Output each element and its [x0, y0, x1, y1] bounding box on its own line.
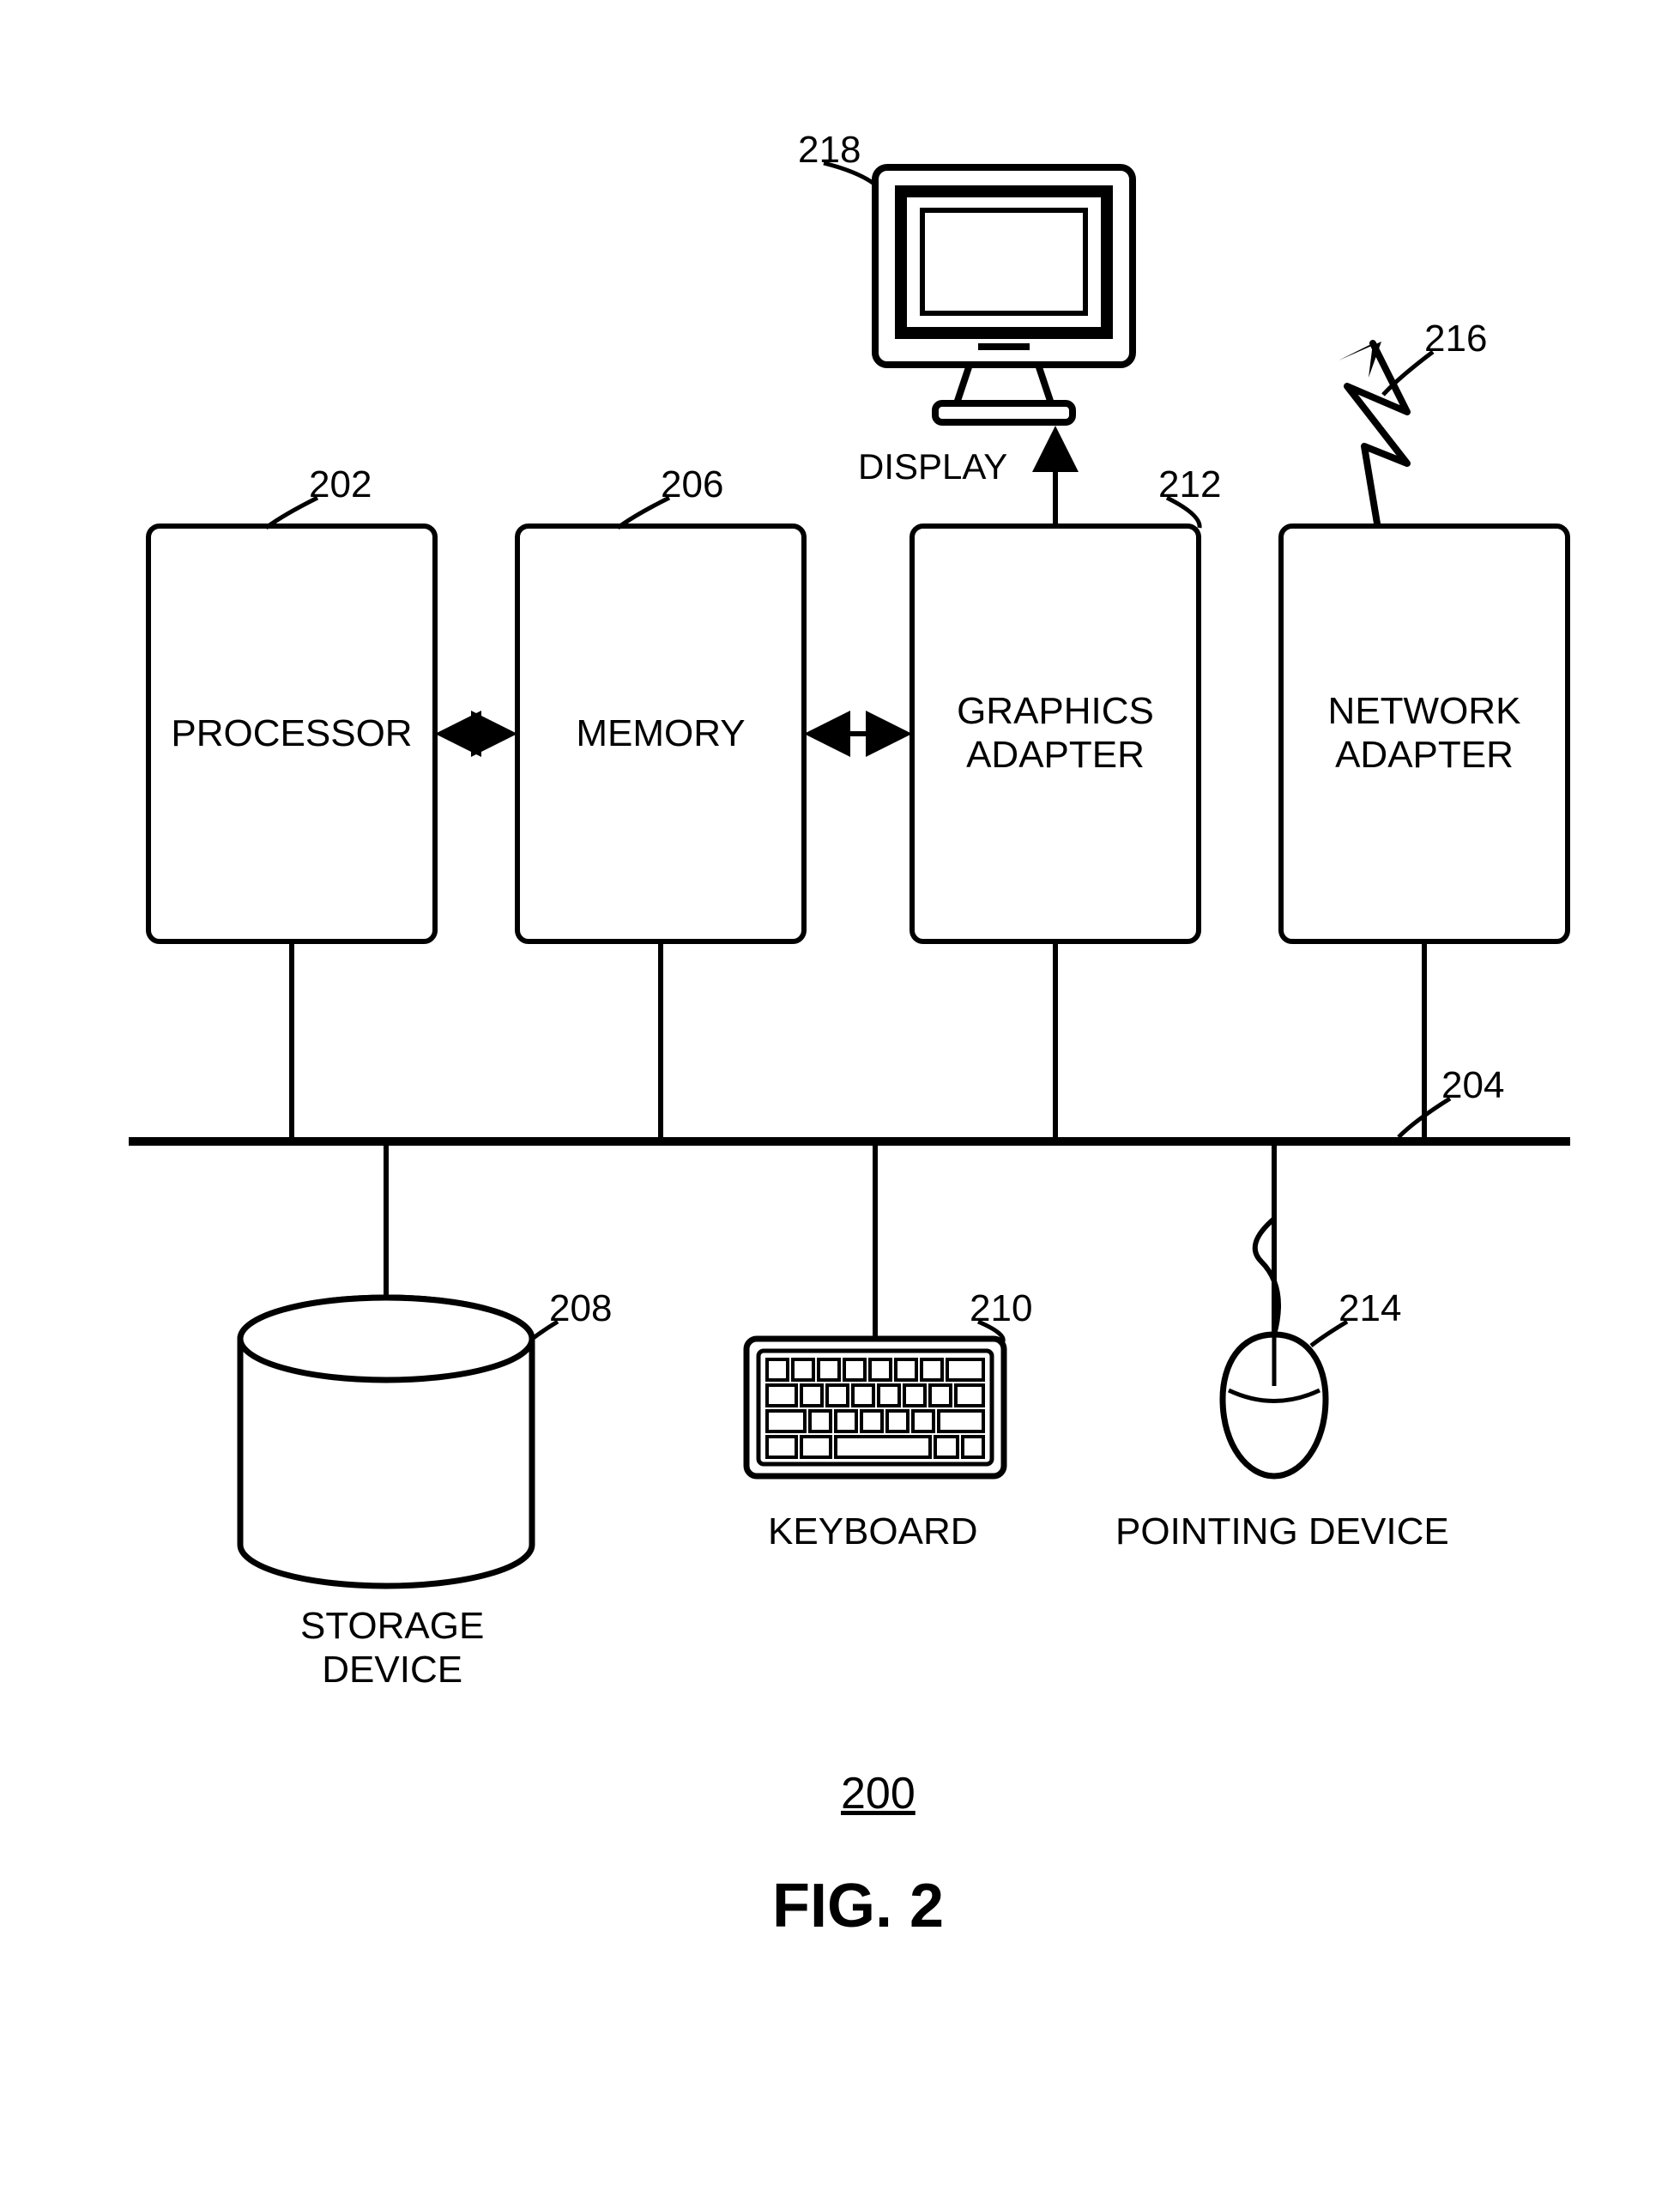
graphics-adapter-label: GRAPHICS ADAPTER: [915, 690, 1196, 777]
storage-icon: [240, 1298, 532, 1586]
memory-label: MEMORY: [576, 712, 745, 755]
mouse-icon: [1223, 1219, 1326, 1476]
processor-ref: 202: [309, 463, 372, 506]
graphics-adapter-ref: 212: [1158, 463, 1221, 506]
figure-number: 200: [841, 1768, 916, 1819]
pointing-device-label: POINTING DEVICE: [1115, 1510, 1449, 1553]
memory-node: MEMORY: [515, 524, 807, 944]
network-adapter-node: NETWORK ADAPTER: [1278, 524, 1570, 944]
storage-label: STORAGE DEVICE: [300, 1605, 484, 1692]
network-adapter-ref: 216: [1424, 318, 1487, 360]
figure-caption: FIG. 2: [772, 1871, 944, 1941]
storage-ref: 208: [549, 1287, 612, 1330]
processor-node: PROCESSOR: [146, 524, 438, 944]
pointing-device-ref: 214: [1339, 1287, 1401, 1330]
display-label: DISPLAY: [858, 446, 1007, 487]
bus-ref: 204: [1441, 1064, 1504, 1107]
keyboard-label: KEYBOARD: [768, 1510, 978, 1553]
network-signal-icon: [1339, 342, 1407, 524]
display-ref: 218: [798, 129, 861, 172]
network-adapter-label: NETWORK ADAPTER: [1284, 690, 1565, 777]
memory-ref: 206: [661, 463, 723, 506]
display-icon: [875, 167, 1133, 422]
keyboard-ref: 210: [970, 1287, 1032, 1330]
diagram-canvas: PROCESSOR 202 MEMORY 206 GRAPHICS ADAPTE…: [0, 0, 1680, 2197]
graphics-adapter-node: GRAPHICS ADAPTER: [909, 524, 1201, 944]
keyboard-icon: [746, 1339, 1004, 1476]
processor-label: PROCESSOR: [171, 712, 412, 755]
